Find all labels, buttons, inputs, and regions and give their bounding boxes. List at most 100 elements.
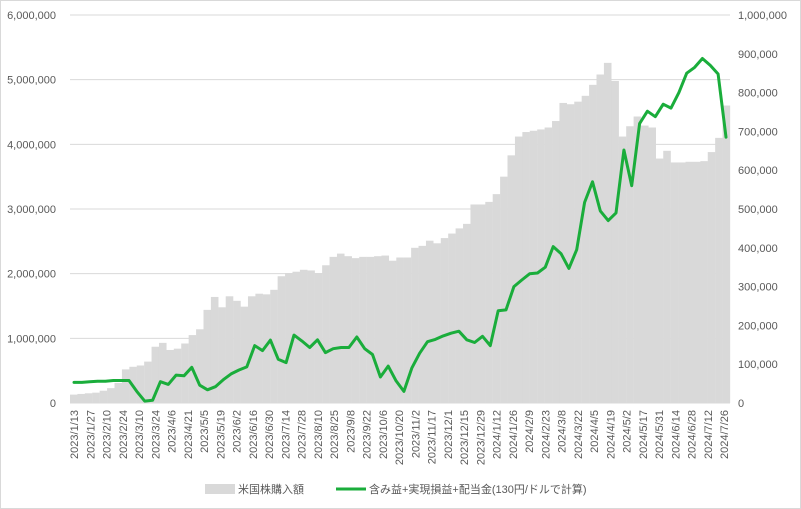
left-axis-tick-label: 5,000,000	[7, 75, 56, 87]
bar	[544, 127, 553, 404]
bar	[233, 300, 241, 403]
right-axis-tick-label: 400,000	[738, 243, 778, 255]
bar	[552, 121, 560, 403]
bar	[626, 126, 634, 403]
x-axis-tick-label: 2023/4/6	[167, 410, 179, 453]
series-line	[72, 57, 728, 403]
bar	[633, 116, 642, 403]
bar	[144, 361, 152, 403]
bar	[425, 240, 434, 403]
line-series	[72, 57, 728, 403]
bar	[307, 270, 315, 403]
bar	[344, 256, 352, 403]
bar	[566, 104, 575, 404]
bar	[210, 296, 219, 403]
bar	[374, 256, 382, 403]
x-axis-tick-label: 2024/3/8	[557, 410, 569, 453]
bar	[455, 228, 464, 403]
bar	[158, 342, 167, 403]
bar	[433, 243, 441, 403]
bar	[589, 84, 597, 403]
legend: 米国株購入額 含み益+実現損益+配当金(130円/ドルで計算)	[205, 482, 587, 496]
x-axis-tick-label: 2023/5/5	[199, 410, 211, 453]
bar	[92, 392, 100, 403]
bar	[648, 127, 656, 404]
bar	[403, 257, 412, 403]
left-axis-ticks: 0 1,000,000 2,000,000 3,000,000 4,000,000 5,0…	[7, 10, 56, 410]
legend-label-bar: 米国株購入額	[238, 482, 304, 496]
bar	[463, 223, 471, 403]
bar	[196, 329, 204, 403]
bar	[470, 204, 479, 403]
x-axis-tick-label: 2024/5/2	[622, 410, 634, 453]
right-axis-tick-label: 800,000	[738, 88, 778, 100]
bar	[685, 161, 694, 403]
bar	[485, 201, 493, 403]
right-axis-tick-label: 600,000	[738, 165, 778, 177]
x-axis-tick-label: 2023/10/20	[394, 410, 406, 465]
bar	[121, 369, 130, 403]
x-axis-tick-label: 2023/7/14	[280, 410, 292, 459]
x-axis-tick-label: 2024/1/26	[508, 410, 520, 459]
x-axis-ticks: 2023/1/13 2023/1/27 2023/2/10 2023/2/24 2023…	[69, 410, 731, 465]
x-axis-tick-label: 2023/1/13	[69, 410, 81, 459]
bar	[418, 245, 427, 403]
bar	[492, 194, 501, 403]
right-axis-tick-label: 500,000	[738, 204, 778, 216]
x-axis-tick-label: 2024/5/31	[654, 410, 666, 459]
left-axis-tick-label: 0	[50, 398, 56, 410]
bar	[477, 204, 486, 403]
bar	[522, 132, 530, 403]
bar	[240, 306, 249, 403]
right-axis-tick-label: 100,000	[738, 359, 778, 371]
bar	[663, 150, 671, 403]
x-axis-tick-label: 2023/12/29	[475, 410, 487, 465]
left-axis-tick-label: 1,000,000	[7, 333, 56, 345]
bar	[603, 62, 612, 403]
bar	[700, 161, 708, 403]
left-axis-tick-label: 3,000,000	[7, 204, 56, 216]
bar	[359, 256, 367, 403]
x-axis-tick-label: 2023/7/28	[297, 410, 309, 459]
right-axis-tick-label: 200,000	[738, 320, 778, 332]
bar	[381, 255, 390, 403]
bar	[322, 265, 330, 403]
bar	[336, 253, 345, 403]
bar	[388, 260, 397, 403]
right-axis-tick-label: 300,000	[738, 282, 778, 294]
bar	[655, 158, 664, 403]
right-axis-tick-label: 900,000	[738, 49, 778, 61]
x-axis-tick-label: 2023/8/10	[313, 410, 325, 459]
x-axis-tick-label: 2024/7/26	[719, 410, 731, 459]
x-axis-tick-label: 2024/4/5	[589, 410, 601, 453]
bar	[299, 269, 308, 403]
bar	[225, 296, 234, 403]
bar	[77, 393, 85, 403]
bar	[84, 393, 93, 403]
right-axis-ticks: 0 100,000 200,000 300,000 400,000 500,000 600,…	[738, 10, 787, 410]
bar	[670, 162, 679, 403]
bar	[285, 273, 293, 403]
bar	[99, 390, 108, 403]
bar	[107, 388, 115, 403]
x-axis-tick-label: 2024/5/17	[638, 410, 650, 459]
bar	[114, 382, 123, 403]
bar	[351, 258, 360, 403]
x-axis-tick-label: 2023/3/10	[134, 410, 146, 459]
x-axis-tick-label: 2023/6/16	[248, 410, 260, 459]
x-axis-tick-label: 2024/6/28	[687, 410, 699, 459]
x-axis-tick-label: 2023/8/25	[329, 410, 341, 459]
bar	[136, 365, 145, 403]
bar	[262, 294, 271, 403]
bar	[440, 238, 449, 403]
x-axis-tick-label: 2023/11/17	[427, 410, 439, 464]
x-axis-tick-label: 2023/9/22	[362, 410, 374, 459]
right-axis-tick-label: 700,000	[738, 126, 778, 138]
x-axis-tick-label: 2023/2/24	[118, 410, 130, 459]
x-axis-tick-label: 2023/12/1	[443, 410, 455, 459]
bar	[366, 256, 375, 403]
bar	[314, 273, 323, 403]
x-axis-tick-label: 2023/6/30	[264, 410, 276, 459]
x-axis-tick-label: 2023/2/10	[102, 410, 114, 459]
